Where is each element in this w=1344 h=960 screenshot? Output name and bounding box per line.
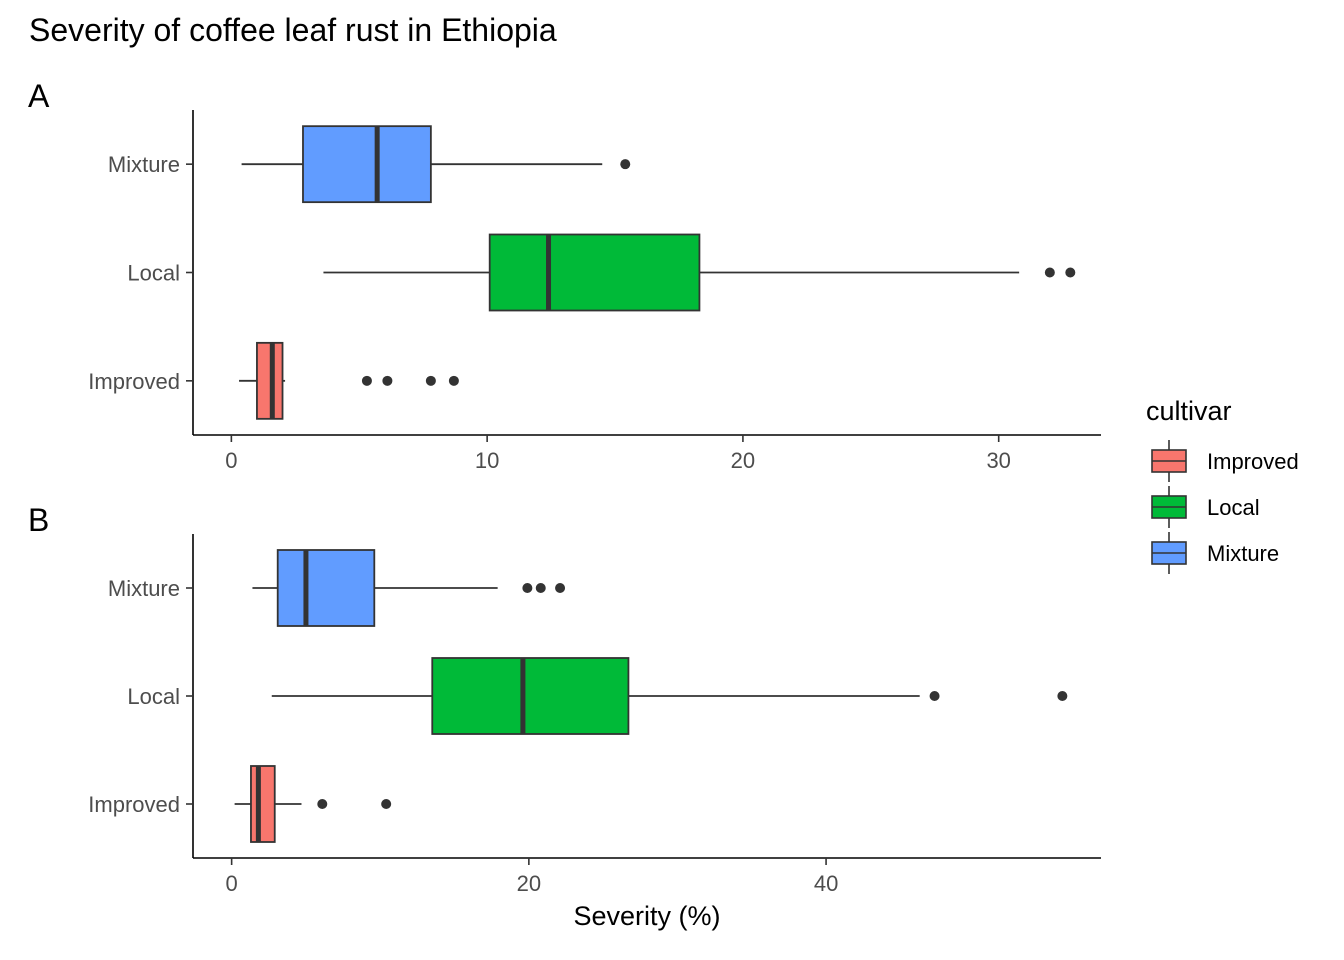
box-iqr (276, 549, 376, 627)
x-tick-label: 30 (986, 448, 1010, 473)
legend-label: Local (1207, 495, 1260, 520)
box-improved (234, 765, 392, 843)
panel-a: 0 10 20 30 Improved Local Mixture (88, 110, 1101, 473)
outlier-point (555, 583, 566, 593)
y-tick-label: Mixture (108, 152, 180, 177)
outlier-point (1065, 267, 1076, 278)
box-local (271, 657, 1068, 735)
outlier-point (361, 375, 372, 386)
x-tick-label: 10 (475, 448, 499, 473)
x-axis-label: Severity (%) (573, 901, 720, 931)
outlier-point (448, 375, 459, 386)
x-tick-label: 20 (517, 871, 541, 896)
legend-key-mixture: Mixture (1151, 532, 1279, 574)
y-tick-label: Mixture (108, 576, 180, 601)
legend-label: Mixture (1207, 541, 1279, 566)
box-iqr (488, 233, 701, 312)
box-iqr (250, 765, 276, 843)
y-tick-label: Local (127, 261, 180, 286)
box-iqr (302, 125, 432, 204)
box-improved (239, 341, 459, 420)
x-tick-label: 0 (225, 448, 237, 473)
outlier-point (382, 375, 393, 386)
legend-label: Improved (1207, 449, 1299, 474)
outlier-point (929, 691, 940, 701)
outlier-point (1044, 267, 1055, 278)
box-local (323, 233, 1076, 312)
outlier-point (381, 799, 392, 809)
y-tick-label: Improved (88, 369, 180, 394)
outlier-point (425, 375, 436, 386)
x-tick-label: 0 (226, 871, 238, 896)
panel-a-tag: A (28, 78, 50, 114)
legend-title: cultivar (1146, 396, 1232, 426)
outlier-point (522, 583, 533, 593)
outlier-point (317, 799, 328, 809)
x-tick-label: 40 (814, 871, 838, 896)
box-mixture (252, 549, 566, 627)
y-tick-label: Local (127, 684, 180, 709)
panel-b: 0 20 40 Improved Local Mixture (88, 534, 1101, 896)
chart-title: Severity of coffee leaf rust in Ethiopia (29, 12, 557, 48)
panel-b-tag: B (28, 502, 49, 538)
box-iqr (431, 657, 630, 735)
legend-key-improved: Improved (1151, 440, 1299, 482)
outlier-point (535, 583, 546, 593)
y-tick-label: Improved (88, 792, 180, 817)
box-mixture (241, 125, 631, 204)
outlier-point (620, 159, 631, 170)
outlier-point (1057, 691, 1068, 701)
x-tick-label: 20 (731, 448, 755, 473)
legend-key-local: Local (1151, 486, 1260, 528)
box-iqr (256, 341, 284, 420)
legend: cultivar Improved Local Mixture (1146, 396, 1299, 574)
